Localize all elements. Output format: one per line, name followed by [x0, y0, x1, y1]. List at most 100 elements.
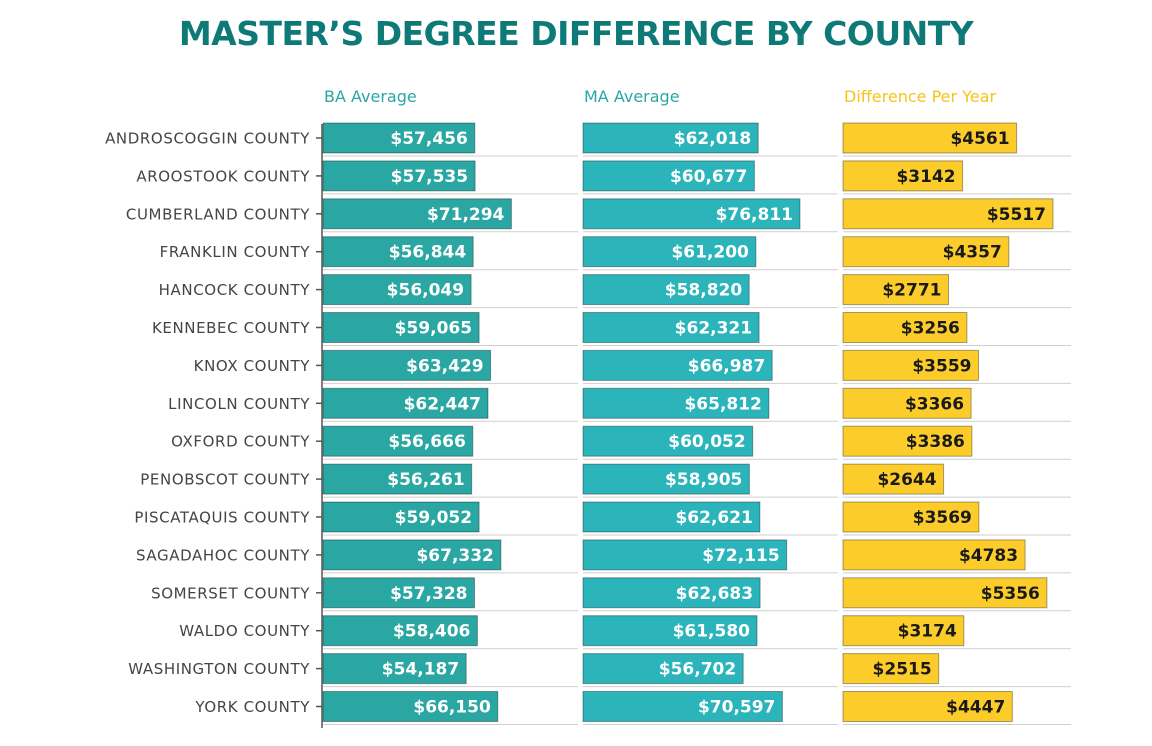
data-label: $5356 — [981, 584, 1040, 604]
category-label: WASHINGTON COUNTY — [128, 660, 310, 678]
bar — [322, 387, 489, 419]
category-label: SAGADAHOC COUNTY — [136, 546, 310, 564]
bar — [322, 615, 478, 647]
bar — [322, 122, 476, 154]
data-label: $56,049 — [387, 281, 464, 301]
bar — [582, 236, 757, 268]
bar — [842, 236, 1010, 268]
bar — [322, 539, 502, 571]
bar — [582, 274, 750, 306]
bar — [322, 312, 480, 343]
bar — [322, 577, 475, 609]
column-header-1: BA Average — [324, 87, 417, 106]
bar — [322, 236, 474, 268]
bar — [582, 349, 773, 381]
data-label: $63,429 — [406, 356, 483, 376]
data-label: $4447 — [946, 698, 1005, 718]
bar — [842, 312, 968, 343]
chart-title: MASTER’S DEGREE DIFFERENCE BY COUNTY — [178, 14, 974, 53]
data-label: $57,535 — [391, 167, 468, 187]
data-label: $71,294 — [427, 205, 505, 225]
data-label: $56,702 — [659, 660, 736, 680]
data-label: $58,905 — [665, 470, 742, 490]
bar — [322, 501, 480, 533]
bar — [582, 577, 761, 609]
bar — [582, 198, 801, 230]
bar — [582, 653, 744, 685]
data-label: $62,018 — [674, 129, 751, 149]
bar — [842, 198, 1054, 230]
data-label: $76,811 — [716, 205, 793, 225]
bar — [322, 274, 472, 306]
category-label: KNOX COUNTY — [194, 357, 311, 375]
category-label: YORK COUNTY — [194, 698, 310, 716]
data-label: $58,406 — [393, 622, 470, 642]
data-label: $57,456 — [390, 129, 467, 149]
data-label: $3366 — [905, 394, 964, 414]
category-label: LINCOLN COUNTY — [168, 395, 310, 413]
bar — [582, 122, 759, 154]
bar — [582, 691, 783, 722]
bar — [322, 425, 474, 457]
bar — [582, 387, 770, 419]
column-header-2: MA Average — [584, 87, 680, 106]
data-label: $59,065 — [395, 319, 472, 339]
bar — [322, 349, 492, 381]
bar — [582, 425, 754, 457]
data-label: $3569 — [913, 508, 972, 528]
category-label: KENNEBEC COUNTY — [152, 319, 310, 337]
bar — [842, 387, 972, 419]
bar — [322, 691, 499, 722]
data-label: $5517 — [987, 205, 1046, 225]
bar — [842, 463, 945, 495]
data-label: $4561 — [950, 129, 1009, 149]
category-label: OXFORD COUNTY — [171, 433, 310, 451]
data-label: $59,052 — [395, 508, 472, 528]
data-label: $60,677 — [670, 167, 747, 187]
bar — [322, 198, 512, 230]
data-label: $66,987 — [688, 356, 765, 376]
column-header-3: Difference Per Year — [844, 87, 996, 106]
data-label: $62,683 — [676, 584, 753, 604]
category-label: HANCOCK COUNTY — [159, 281, 311, 299]
bar — [322, 653, 467, 685]
data-label: $70,597 — [698, 698, 775, 718]
bar — [842, 691, 1013, 722]
category-label: AROOSTOOK COUNTY — [136, 167, 310, 185]
bar — [582, 160, 755, 192]
data-label: $62,447 — [404, 394, 481, 414]
data-label: $2515 — [873, 660, 932, 680]
bar — [842, 539, 1026, 571]
category-label: FRANKLIN COUNTY — [160, 243, 311, 261]
data-label: $62,621 — [675, 508, 752, 528]
bar — [842, 122, 1018, 154]
data-label: $60,052 — [668, 432, 745, 452]
data-label: $58,820 — [665, 281, 743, 301]
data-label: $65,812 — [684, 394, 761, 414]
data-label: $3386 — [906, 432, 965, 452]
data-label: $67,332 — [416, 546, 493, 566]
bar — [842, 349, 979, 381]
bar — [322, 160, 476, 192]
bar — [582, 615, 758, 647]
category-label: CUMBERLAND COUNTY — [126, 205, 310, 223]
category-label: PISCATAQUIS COUNTY — [134, 509, 310, 527]
category-label: PENOBSCOT COUNTY — [140, 471, 310, 489]
bar — [582, 463, 750, 495]
data-label: $3256 — [901, 319, 960, 339]
data-label: $72,115 — [702, 546, 779, 566]
data-label: $4357 — [943, 243, 1002, 263]
data-label: $3142 — [896, 167, 955, 187]
data-label: $56,844 — [389, 243, 467, 263]
data-label: $66,150 — [413, 698, 491, 718]
data-label: $2644 — [877, 470, 936, 490]
bar — [842, 425, 973, 457]
data-label: $56,666 — [388, 432, 465, 452]
data-label: $61,200 — [671, 243, 749, 263]
data-label: $56,261 — [387, 470, 464, 490]
data-label: $57,328 — [390, 584, 467, 604]
category-label: SOMERSET COUNTY — [151, 584, 310, 602]
bar — [582, 539, 788, 571]
data-label: $54,187 — [382, 660, 459, 680]
